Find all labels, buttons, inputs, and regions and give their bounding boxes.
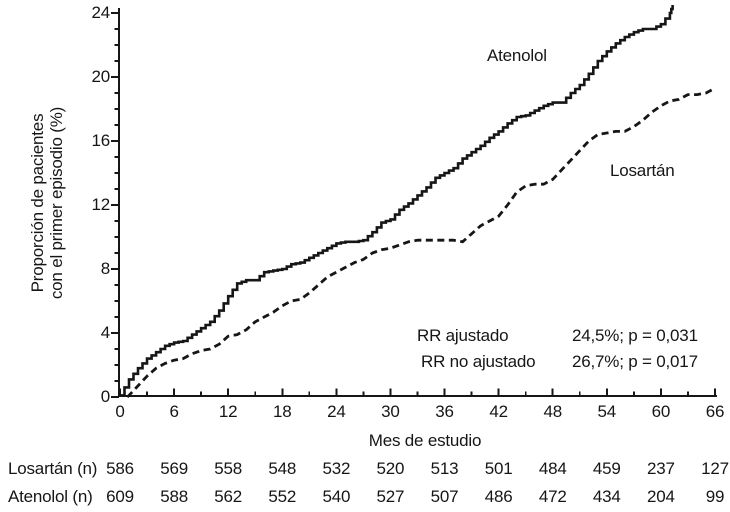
risk-table-value: 540 [322,487,351,506]
y-tick-label: 20 [91,67,110,86]
x-tick-label: 30 [381,402,400,421]
risk-table-value: 558 [214,459,243,478]
risk-table-value: 486 [484,487,513,506]
risk-table-value: 501 [484,459,513,478]
x-tick-label: 12 [218,402,238,421]
y-tick-label: 8 [100,259,110,278]
x-tick-label: 54 [597,402,617,421]
y-tick-label: 24 [91,3,110,22]
risk-table-value: 99 [705,487,725,506]
risk-table-value: 459 [592,459,621,478]
risk-table-value: 527 [376,487,405,506]
annotation-rr-no-ajustado-label: RR no ajustado [421,352,536,371]
x-tick-label: 60 [651,402,671,421]
y-axis-title-line1: Proporción de pacientes [28,113,47,293]
x-tick-label: 24 [327,402,346,421]
risk-table-value: 609 [106,487,134,506]
y-tick-label: 16 [91,131,110,150]
risk-table-value: 548 [268,459,297,478]
risk-table-value: 484 [538,459,567,478]
risk-table-value: 507 [430,487,459,506]
x-tick-label: 0 [115,402,125,421]
risk-table-value: 204 [647,487,675,506]
y-tick-label: 0 [100,387,110,406]
risk-table-value: 569 [160,459,188,478]
risk-table-value: 588 [160,487,188,506]
x-tick-label: 36 [435,402,454,421]
annotation-rr-ajustado-value: 24,5%; p = 0,031 [572,326,698,345]
risk-table-value: 472 [538,487,567,506]
risk-table-value: 520 [376,459,405,478]
losartan-curve [126,86,716,399]
annotation-rr-no-ajustado-value: 26,7%; p = 0,017 [572,352,698,371]
risk-table-value: 237 [647,459,675,478]
x-tick-label: 18 [273,402,292,421]
series-label-atenolol: Atenolol [487,46,547,65]
x-tick-label: 42 [489,402,508,421]
series-label-losartan: Losartán [610,161,675,180]
y-tick-label: 4 [100,323,110,342]
atenolol-curve [120,5,674,397]
y-tick-label: 12 [91,195,110,214]
x-tick-label: 6 [169,402,179,421]
risk-table-value: 562 [214,487,243,506]
risk-table-value: 513 [430,459,459,478]
x-tick-label: 66 [705,402,725,421]
x-axis-title: Mes de estudio [368,431,482,450]
risk-table-value: 586 [106,459,134,478]
risk-table-value: 434 [592,487,621,506]
risk-table-value: 127 [701,459,729,478]
risk-table-value: 532 [322,459,351,478]
y-axis-title: Proporción de pacientes con el primer ep… [28,73,66,333]
y-axis-title-line2: con el primer episodio (%) [47,106,66,300]
risk-table-value: 552 [268,487,297,506]
risk-table-row-label-atenolol: Atenolol (n) [8,487,93,506]
annotation-rr-ajustado-label: RR ajustado [417,326,509,345]
x-tick-label: 48 [543,402,562,421]
risk-table-row-label-losartan: Losartán (n) [8,459,98,478]
